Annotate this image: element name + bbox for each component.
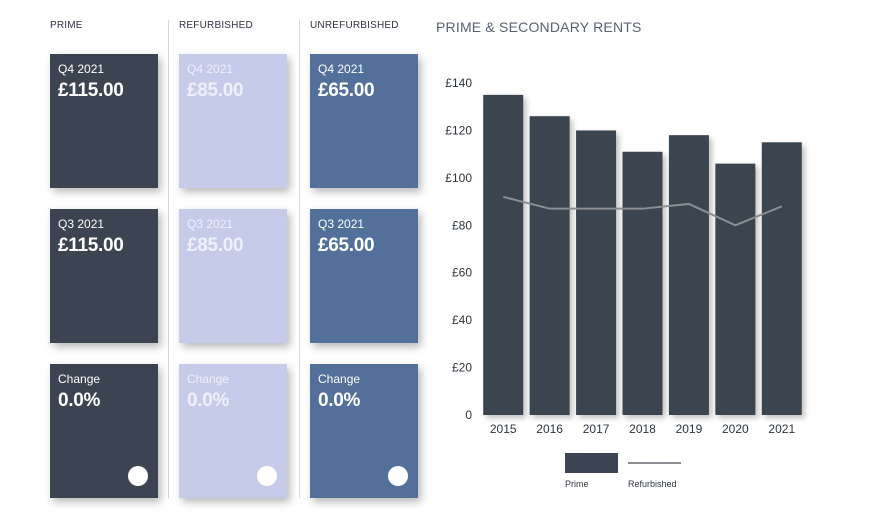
prime-bar-2019 <box>668 135 709 415</box>
prime-q4-card: Q4 2021 £115.00 <box>50 54 158 188</box>
column-header-prime: PRIME <box>50 20 83 31</box>
chart-title: PRIME & SECONDARY RENTS <box>436 19 642 35</box>
unrefurbished-q3-card: Q3 2021 £65.00 <box>310 209 418 343</box>
circle-dot-icon <box>388 466 408 486</box>
refurbished-q3-card: Q3 2021 £85.00 <box>179 209 287 343</box>
column-divider <box>168 20 169 498</box>
x-tick-label: 2020 <box>722 422 749 436</box>
y-tick-label: £80 <box>452 218 472 232</box>
card-label: Q4 2021 <box>187 62 234 76</box>
card-value: £115.00 <box>58 80 124 101</box>
card-value: £65.00 <box>318 235 375 256</box>
refurbished-change-card: Change 0.0% <box>179 364 287 498</box>
prime-bar-2016 <box>529 116 570 415</box>
prime-bar-2018 <box>622 151 663 415</box>
card-value: 0.0% <box>58 390 101 411</box>
card-label: Change <box>318 372 361 386</box>
legend-swatch-prime <box>565 453 618 473</box>
legend-label-refurbished: Refurbished <box>628 479 677 489</box>
card-value: £85.00 <box>187 235 244 256</box>
card-value: 0.0% <box>187 390 230 411</box>
circle-dot-icon <box>257 466 277 486</box>
prime-bar-2015 <box>483 94 524 415</box>
prime-change-card: Change 0.0% <box>50 364 158 498</box>
card-label: Q3 2021 <box>187 217 234 231</box>
refurbished-q4-card: Q4 2021 £85.00 <box>179 54 287 188</box>
refurbished-series-line <box>502 195 783 227</box>
card-label: Q4 2021 <box>58 62 105 76</box>
card-value: 0.0% <box>318 390 361 411</box>
card-label: Change <box>58 372 101 386</box>
card-label: Q3 2021 <box>318 217 365 231</box>
unrefurbished-q4-card: Q4 2021 £65.00 <box>310 54 418 188</box>
y-tick-label: £20 <box>452 361 472 375</box>
unrefurbished-change-card: Change 0.0% <box>310 364 418 498</box>
column-header-unrefurbished: UNREFURBISHED <box>310 20 399 31</box>
prime-q3-card: Q3 2021 £115.00 <box>50 209 158 343</box>
card-label: Q4 2021 <box>318 62 365 76</box>
column-divider <box>299 20 300 498</box>
y-tick-label: £140 <box>445 76 472 90</box>
circle-dot-icon <box>128 466 148 486</box>
y-tick-label: £120 <box>445 123 472 137</box>
card-label: Change <box>187 372 230 386</box>
y-tick-label: £60 <box>452 266 472 280</box>
prime-bar-2017 <box>576 130 617 415</box>
y-tick-label: 0 <box>465 408 472 422</box>
card-label: Q3 2021 <box>58 217 105 231</box>
x-tick-label: 2019 <box>676 422 703 436</box>
x-tick-label: 2015 <box>490 422 517 436</box>
column-header-refurbished: REFURBISHED <box>179 20 253 31</box>
prime-bar-2020 <box>715 163 756 415</box>
y-tick-label: £40 <box>452 313 472 327</box>
prime-bar-2021 <box>761 142 802 416</box>
card-value: £65.00 <box>318 80 375 101</box>
y-tick-label: £100 <box>445 171 472 185</box>
card-value: £115.00 <box>58 235 124 256</box>
legend-label-prime: Prime <box>565 479 589 489</box>
x-tick-label: 2017 <box>583 422 610 436</box>
x-tick-label: 2018 <box>629 422 656 436</box>
card-value: £85.00 <box>187 80 244 101</box>
x-tick-label: 2021 <box>768 422 795 436</box>
x-tick-label: 2016 <box>536 422 563 436</box>
